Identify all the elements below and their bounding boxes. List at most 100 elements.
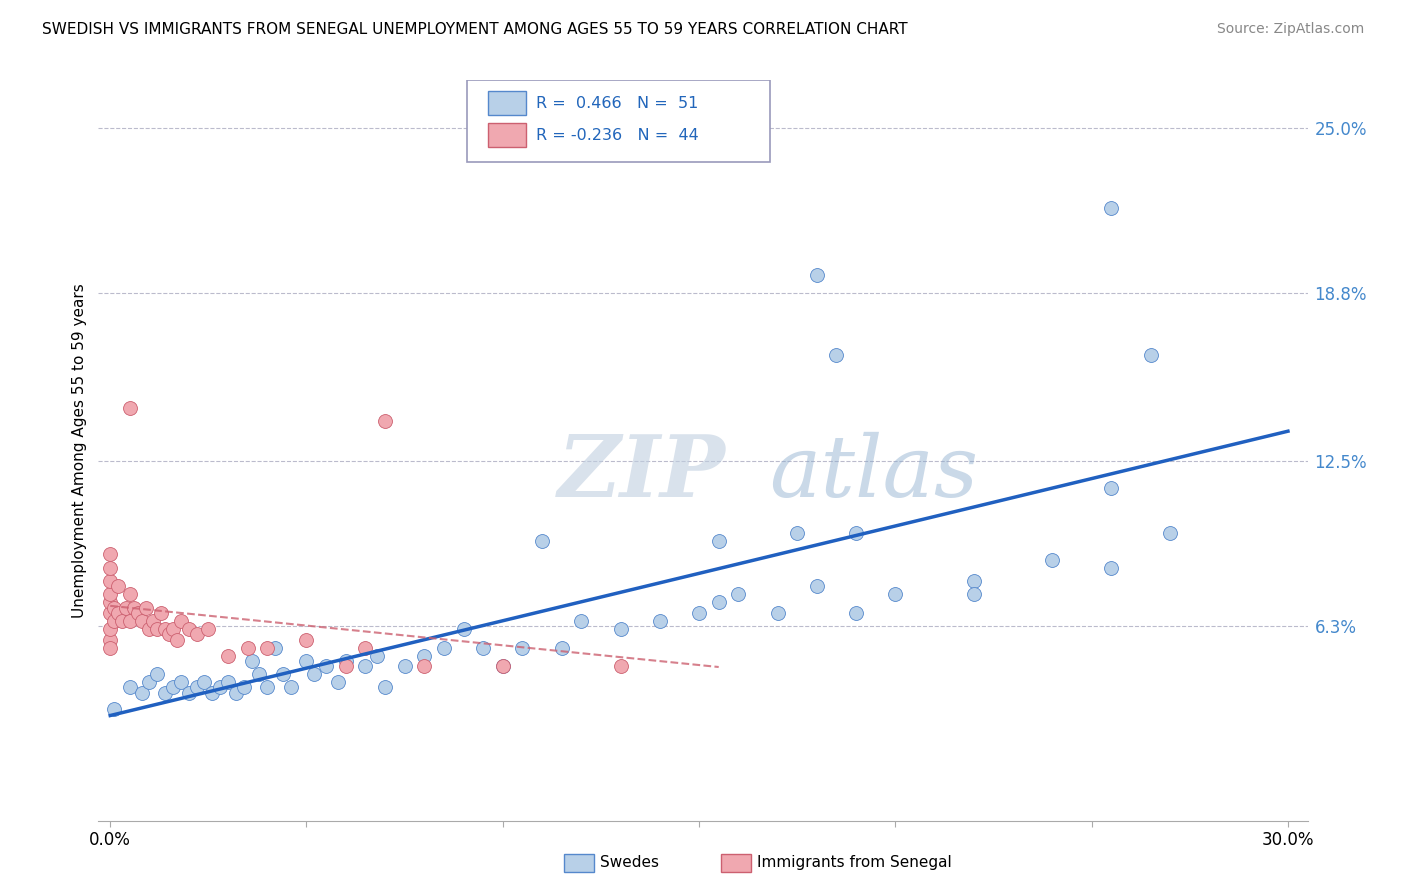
Point xyxy=(103,702,125,716)
Text: Source: ZipAtlas.com: Source: ZipAtlas.com xyxy=(1216,22,1364,37)
Point xyxy=(118,401,141,415)
Point xyxy=(98,606,121,620)
Point xyxy=(142,614,165,628)
Point xyxy=(111,614,134,628)
Point xyxy=(727,587,749,601)
Point xyxy=(688,606,710,620)
Point xyxy=(374,681,396,695)
Point xyxy=(131,686,153,700)
FancyBboxPatch shape xyxy=(467,80,769,161)
Point xyxy=(963,574,986,588)
Point xyxy=(271,667,294,681)
Point xyxy=(295,654,318,668)
Text: atlas: atlas xyxy=(769,432,979,514)
Point xyxy=(98,622,121,636)
Point xyxy=(150,606,173,620)
Point xyxy=(354,659,377,673)
Point xyxy=(1099,560,1122,574)
Point xyxy=(256,681,278,695)
Point xyxy=(472,640,495,655)
Point xyxy=(550,640,572,655)
Point xyxy=(98,574,121,588)
Point xyxy=(162,681,184,695)
Point xyxy=(707,534,730,549)
Point xyxy=(326,675,349,690)
Point xyxy=(118,614,141,628)
Point xyxy=(707,595,730,609)
Point xyxy=(354,640,377,655)
Point xyxy=(232,681,254,695)
Point xyxy=(845,606,868,620)
Point xyxy=(256,640,278,655)
Point xyxy=(845,526,868,541)
Point xyxy=(131,614,153,628)
Point xyxy=(648,614,671,628)
Point xyxy=(240,654,263,668)
Point xyxy=(963,587,986,601)
Point xyxy=(98,640,121,655)
Point xyxy=(107,579,129,593)
Point xyxy=(217,675,239,690)
Point xyxy=(170,675,193,690)
Point xyxy=(153,622,176,636)
Point xyxy=(98,587,121,601)
Point xyxy=(98,595,121,609)
Point xyxy=(146,667,169,681)
Point xyxy=(335,659,357,673)
Point xyxy=(135,600,157,615)
Point xyxy=(127,606,149,620)
Point xyxy=(453,622,475,636)
Point xyxy=(122,600,145,615)
Point xyxy=(374,414,396,428)
Bar xyxy=(564,854,595,872)
Point xyxy=(107,606,129,620)
Point xyxy=(1159,526,1181,541)
Point xyxy=(162,622,184,636)
Point xyxy=(531,534,554,549)
Point xyxy=(394,659,416,673)
Text: Immigrants from Senegal: Immigrants from Senegal xyxy=(758,855,952,871)
Point xyxy=(1099,481,1122,495)
Point xyxy=(1042,552,1064,566)
Text: Swedes: Swedes xyxy=(600,855,659,871)
Point xyxy=(825,348,848,362)
Point xyxy=(118,681,141,695)
Point xyxy=(335,654,357,668)
Point xyxy=(138,622,160,636)
Point xyxy=(115,600,138,615)
Point xyxy=(103,600,125,615)
Point xyxy=(786,526,808,541)
Point xyxy=(217,648,239,663)
Point xyxy=(209,681,232,695)
Point xyxy=(197,622,219,636)
Point xyxy=(492,659,515,673)
Point xyxy=(413,659,436,673)
Point xyxy=(433,640,456,655)
Text: SWEDISH VS IMMIGRANTS FROM SENEGAL UNEMPLOYMENT AMONG AGES 55 TO 59 YEARS CORREL: SWEDISH VS IMMIGRANTS FROM SENEGAL UNEMP… xyxy=(42,22,908,37)
Point xyxy=(146,622,169,636)
Point xyxy=(225,686,247,700)
Point xyxy=(98,547,121,561)
Point xyxy=(295,632,318,647)
Text: R =  0.466   N =  51: R = 0.466 N = 51 xyxy=(536,95,699,111)
Point xyxy=(280,681,302,695)
Point xyxy=(166,632,188,647)
Bar xyxy=(721,854,751,872)
Bar xyxy=(488,91,526,115)
Point xyxy=(193,675,215,690)
Point xyxy=(103,614,125,628)
Point xyxy=(609,622,631,636)
Point xyxy=(304,667,326,681)
Point xyxy=(609,659,631,673)
Point xyxy=(1139,348,1161,362)
Point xyxy=(170,614,193,628)
Point xyxy=(118,587,141,601)
Point xyxy=(806,268,828,282)
Text: ZIP: ZIP xyxy=(558,431,725,515)
Point xyxy=(98,632,121,647)
Point xyxy=(413,648,436,663)
Point xyxy=(138,675,160,690)
Point xyxy=(766,606,789,620)
Point xyxy=(236,640,259,655)
Point xyxy=(177,686,200,700)
